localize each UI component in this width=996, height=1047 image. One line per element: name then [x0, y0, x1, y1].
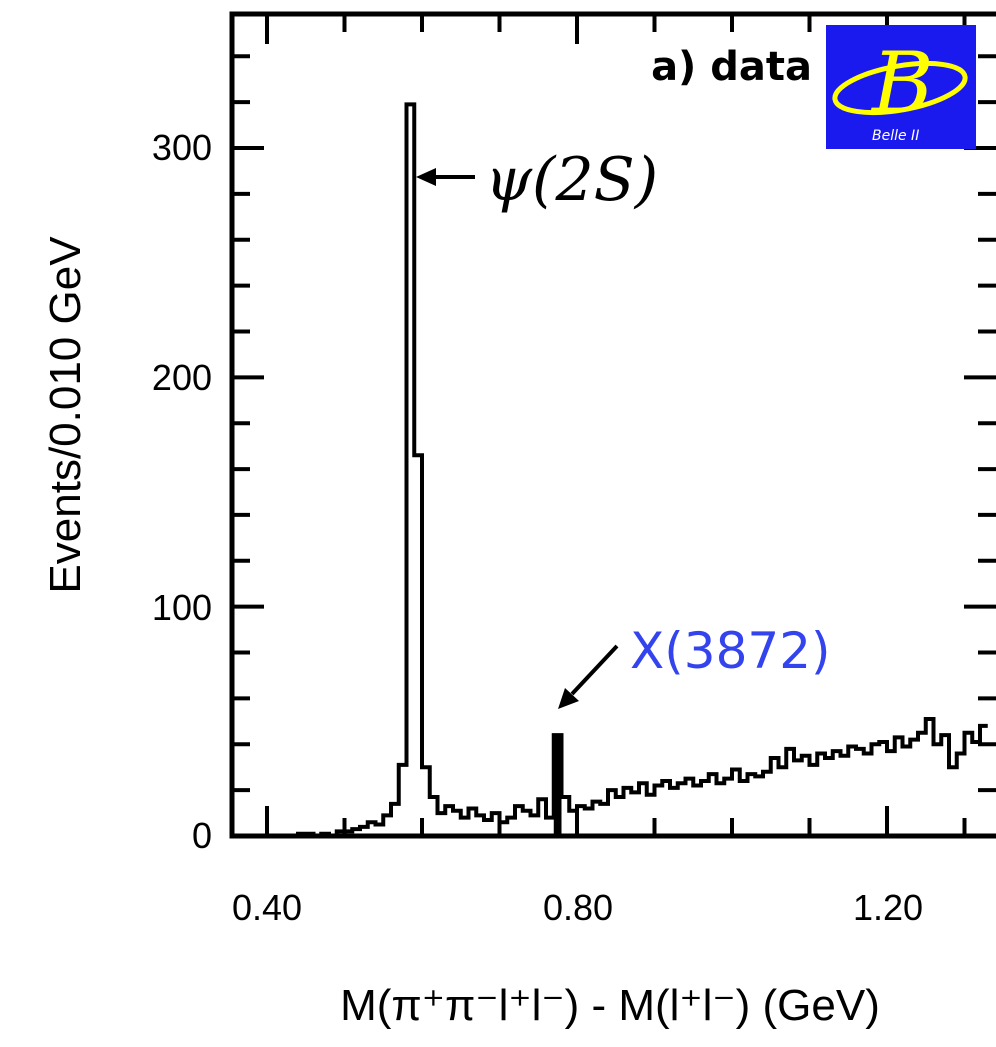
x-axis-title: M(π⁺π⁻l⁺l⁻) - M(l⁺l⁻) (GeV) [340, 981, 880, 1030]
histogram-bin [748, 774, 756, 836]
histogram-series [296, 102, 988, 838]
psi2s-annotation: ψ(2S) [416, 145, 658, 215]
histogram-bin [631, 792, 639, 836]
histogram-bin [438, 813, 446, 836]
histogram-bin [755, 776, 763, 836]
histogram-bin [600, 804, 608, 836]
histogram-bin [918, 733, 926, 836]
histogram-bin [903, 747, 911, 836]
x-tick-label-080: 0.80 [543, 887, 613, 928]
logo-background [826, 25, 976, 149]
histogram-bin [553, 735, 562, 836]
psi2s-arrowhead [416, 168, 436, 186]
y-tick-label-100: 100 [152, 587, 212, 628]
y-tick-label-300: 300 [152, 127, 212, 168]
histogram-bin [779, 767, 787, 836]
histogram-bin [825, 758, 833, 836]
logo-swoosh [832, 60, 968, 116]
histogram-bin [678, 783, 686, 836]
x3872-arrow [570, 644, 619, 696]
histogram-bin [693, 786, 701, 836]
y-tick-label-0: 0 [192, 815, 212, 856]
histogram-bin [910, 740, 918, 836]
histogram-bin [949, 767, 957, 836]
histogram-bin [856, 749, 864, 836]
histogram-bin [872, 744, 880, 836]
histogram-bin [670, 788, 678, 836]
histogram-bin [934, 744, 942, 836]
histogram-bin [848, 747, 856, 836]
histogram-bin [763, 772, 771, 836]
histogram-bin [717, 783, 725, 836]
x3872-label: X(3872) [630, 622, 831, 680]
y-axis-title: Events/0.010 GeV [41, 236, 90, 594]
psi2s-label: ψ(2S) [485, 145, 658, 215]
belle-ii-logo: B Belle II [826, 25, 976, 149]
y-tick-label-200: 200 [152, 357, 212, 398]
histogram-bin [531, 815, 539, 836]
histogram-bin [701, 781, 709, 836]
histogram-bin [794, 760, 802, 836]
x3872-annotation: X(3872) [558, 622, 831, 709]
logo-text: Belle II [872, 128, 919, 144]
x3872-arrowhead [558, 688, 579, 709]
histogram-bin [841, 756, 849, 836]
histogram-bin [546, 818, 554, 836]
axis-ticks [232, 14, 996, 838]
histogram-bin [740, 781, 748, 836]
x-tick-label-040: 0.40 [232, 887, 302, 928]
histogram-bin [585, 808, 593, 836]
x-tick-label-120: 1.20 [853, 887, 923, 928]
histogram-outline [296, 102, 988, 838]
histogram-bin [864, 753, 872, 836]
logo-b-glyph: B [870, 34, 934, 132]
histogram-bin [833, 751, 841, 836]
histogram-bin [616, 797, 624, 836]
histogram-bin [461, 818, 469, 836]
panel-label: a) data [651, 44, 812, 90]
